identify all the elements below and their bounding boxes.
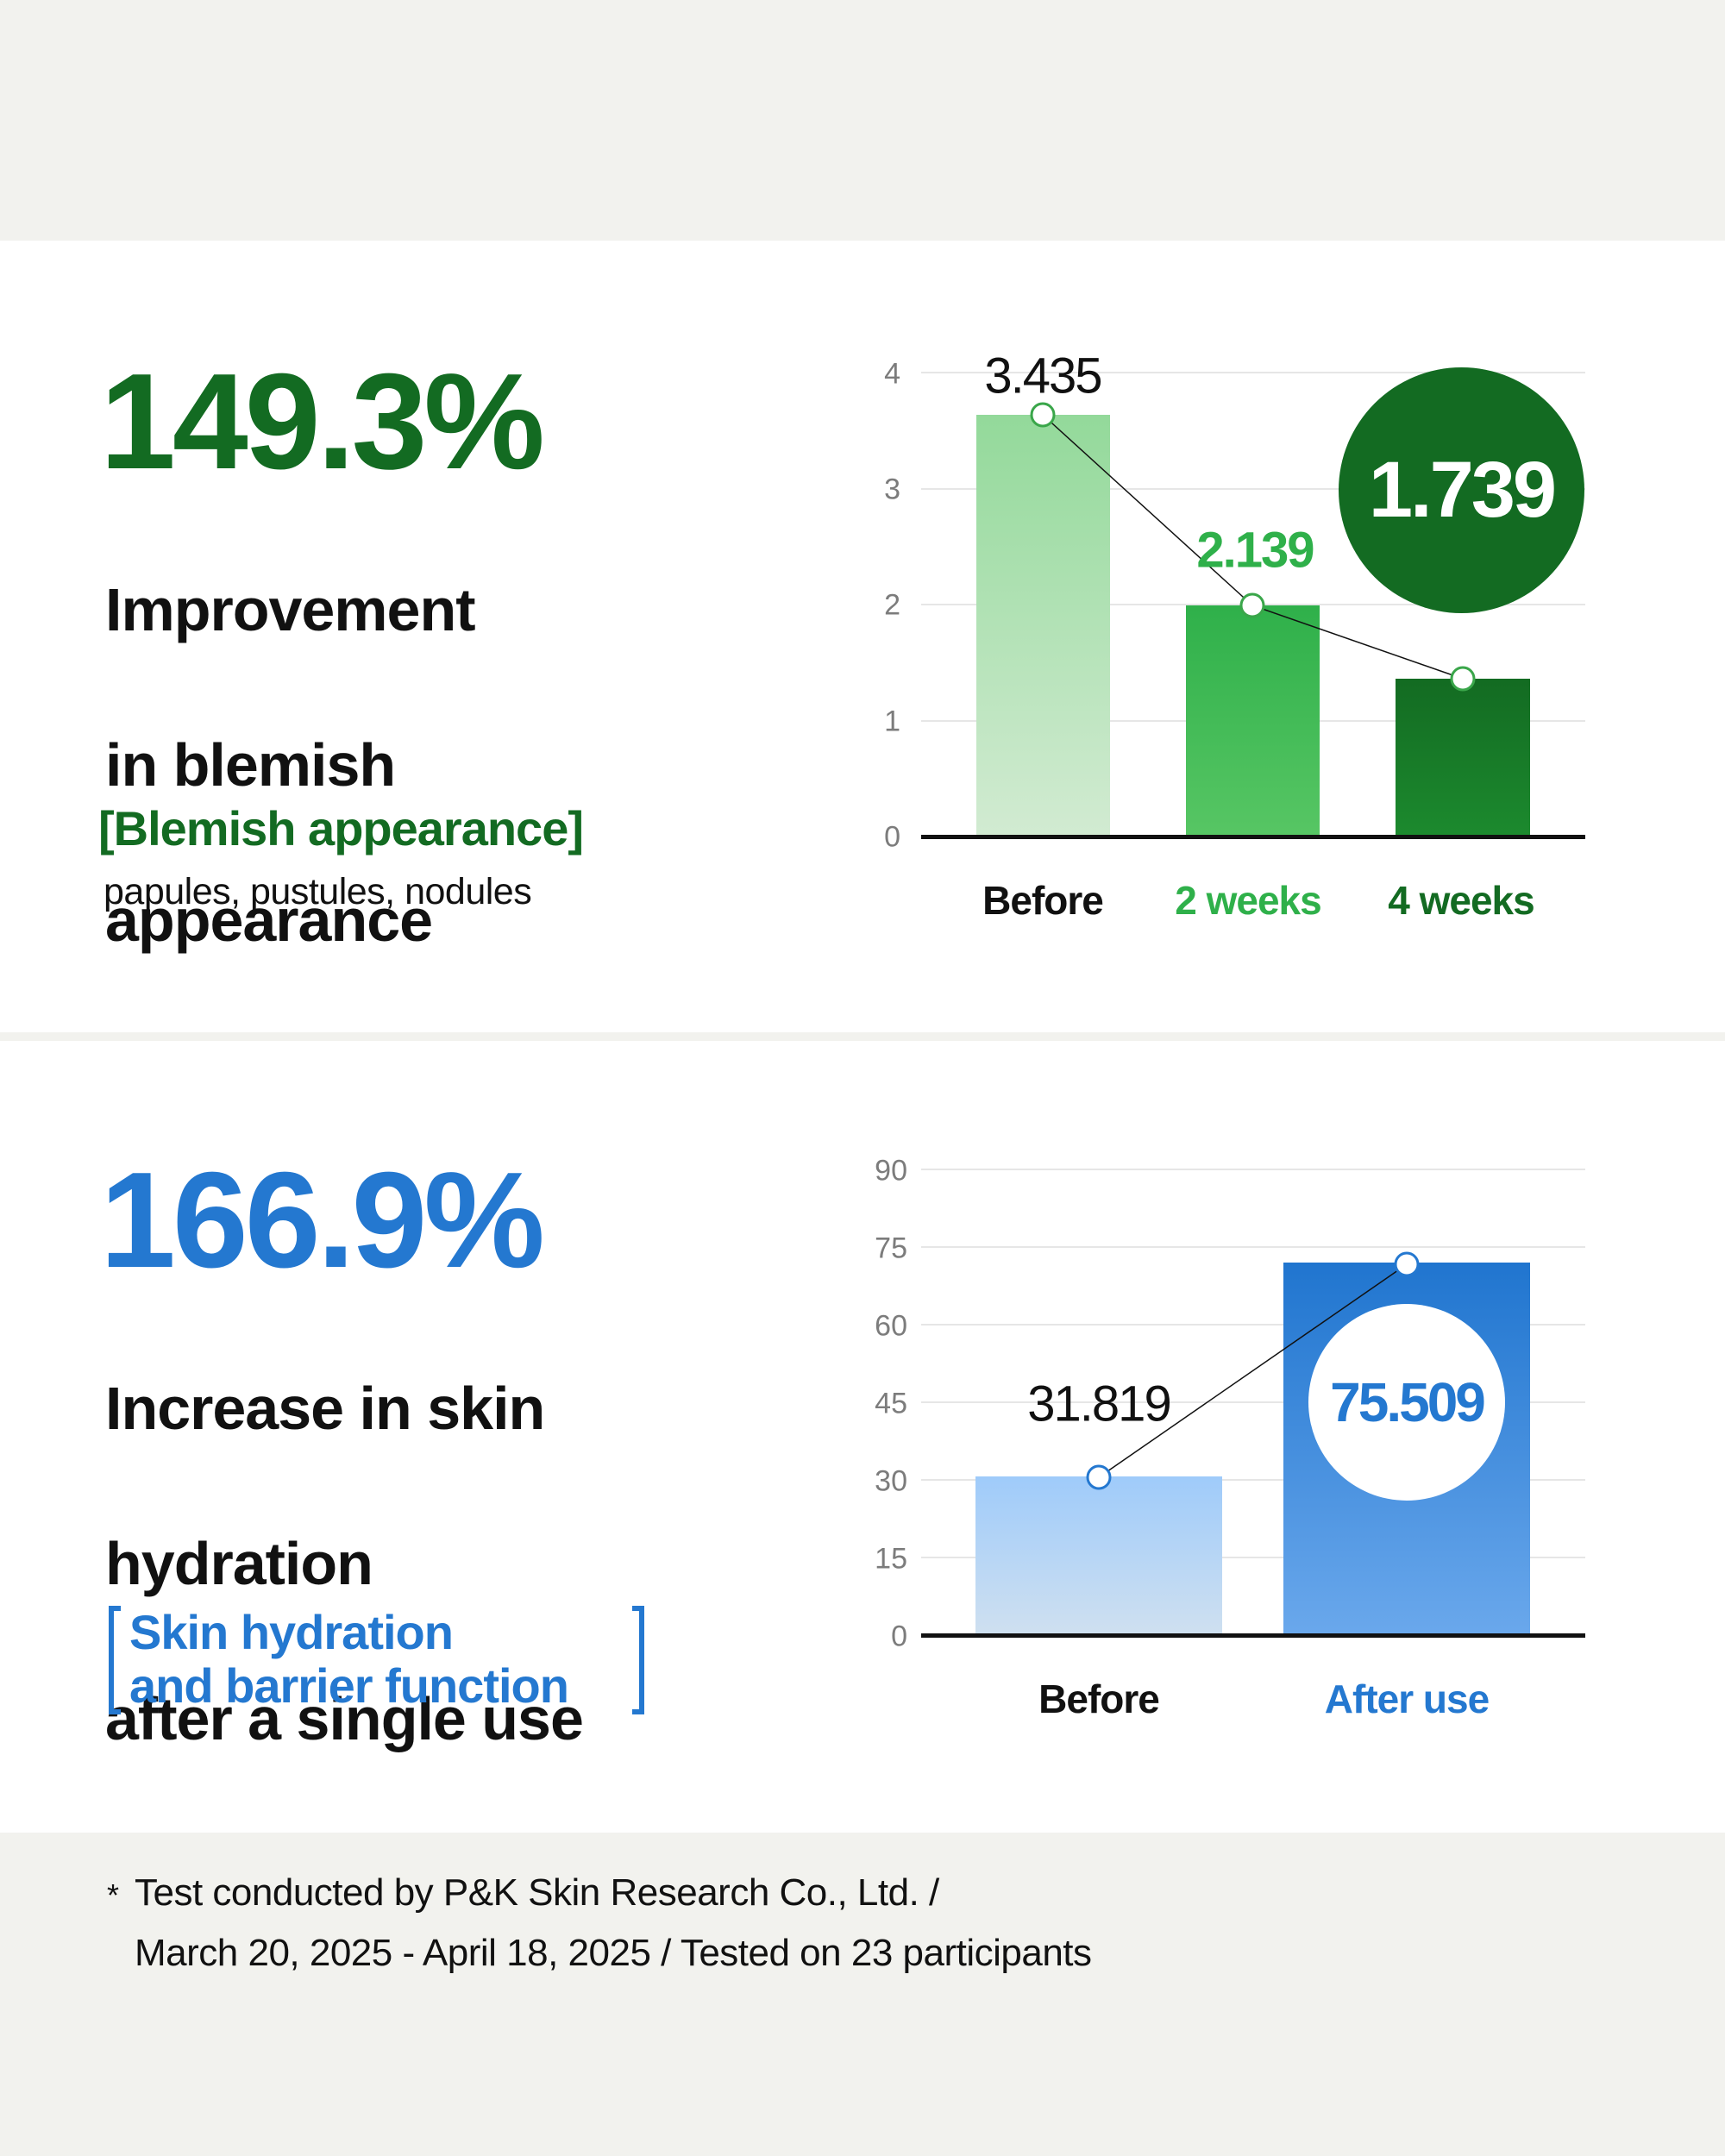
blemish-subtitle: papules, pustules, nodules xyxy=(104,871,532,912)
footnote-line-1: Test conducted by P&K Skin Research Co.,… xyxy=(135,1871,939,1914)
value-before: 31.819 xyxy=(1027,1376,1171,1432)
tag-line: Skin hydration xyxy=(129,1605,454,1659)
y-tick: 15 xyxy=(875,1542,907,1576)
x-axis xyxy=(921,835,1585,839)
y-tick: 0 xyxy=(884,820,900,854)
value-2-weeks: 2.139 xyxy=(1196,522,1314,579)
x-label-2-weeks: 2 weeks xyxy=(1175,878,1321,923)
y-tick: 1 xyxy=(884,705,900,738)
gridline xyxy=(921,1246,1585,1248)
hydration-increase-percent: 166.9% xyxy=(100,1144,545,1296)
gridline xyxy=(921,1401,1585,1403)
left-bracket xyxy=(109,1606,121,1714)
x-label-4-weeks: 4 weeks xyxy=(1388,878,1534,923)
tag-line: and barrier function xyxy=(129,1658,569,1713)
value-before: 3.435 xyxy=(984,348,1102,404)
gridline xyxy=(921,1169,1585,1170)
y-tick: 90 xyxy=(875,1154,907,1188)
footnote-line-2: March 20, 2025 - April 18, 2025 / Tested… xyxy=(135,1932,1092,1974)
after-value-bubble: 75.509 xyxy=(1308,1304,1505,1501)
value-4-weeks: 1.739 xyxy=(1368,446,1557,534)
gridline xyxy=(921,1557,1585,1558)
y-tick: 3 xyxy=(884,473,900,506)
x-label-before: Before xyxy=(1038,1677,1160,1721)
blemish-improvement-percent: 149.3% xyxy=(100,346,545,498)
bar-before xyxy=(976,415,1110,837)
gridline xyxy=(921,1324,1585,1326)
y-tick: 60 xyxy=(875,1309,907,1343)
y-tick: 30 xyxy=(875,1464,907,1498)
bar-2-weeks xyxy=(1186,605,1320,837)
value-after-use: 75.509 xyxy=(1330,1371,1486,1433)
final-value-bubble: 1.739 xyxy=(1339,367,1584,613)
gridline xyxy=(921,372,1585,373)
blemish-tag: [Blemish appearance] xyxy=(98,801,584,856)
gridline xyxy=(921,1479,1585,1481)
x-axis xyxy=(921,1633,1585,1638)
y-tick: 75 xyxy=(875,1232,907,1265)
footnote-asterisk: * xyxy=(107,1877,120,1913)
headline-line: in blemish xyxy=(105,731,396,799)
x-label-before: Before xyxy=(982,878,1104,923)
y-tick: 4 xyxy=(884,357,900,391)
headline-line: Improvement xyxy=(105,576,476,643)
headline-line: Increase in skin xyxy=(105,1375,545,1442)
headline-line: hydration xyxy=(105,1530,373,1597)
headline-line: after a single use xyxy=(105,1685,584,1752)
headline-line: appearance xyxy=(105,887,433,954)
y-tick: 0 xyxy=(891,1620,907,1653)
bar-before xyxy=(975,1476,1222,1635)
gridline xyxy=(921,488,1585,490)
bar-4-weeks xyxy=(1396,679,1530,837)
x-label-after-use: After use xyxy=(1324,1677,1490,1721)
blemish-headline: Improvement in blemish appearance xyxy=(105,493,476,1037)
hydration-headline: Increase in skin hydration after a singl… xyxy=(105,1292,584,1835)
y-tick: 45 xyxy=(875,1387,907,1420)
y-tick: 2 xyxy=(884,588,900,622)
right-bracket xyxy=(632,1606,644,1714)
